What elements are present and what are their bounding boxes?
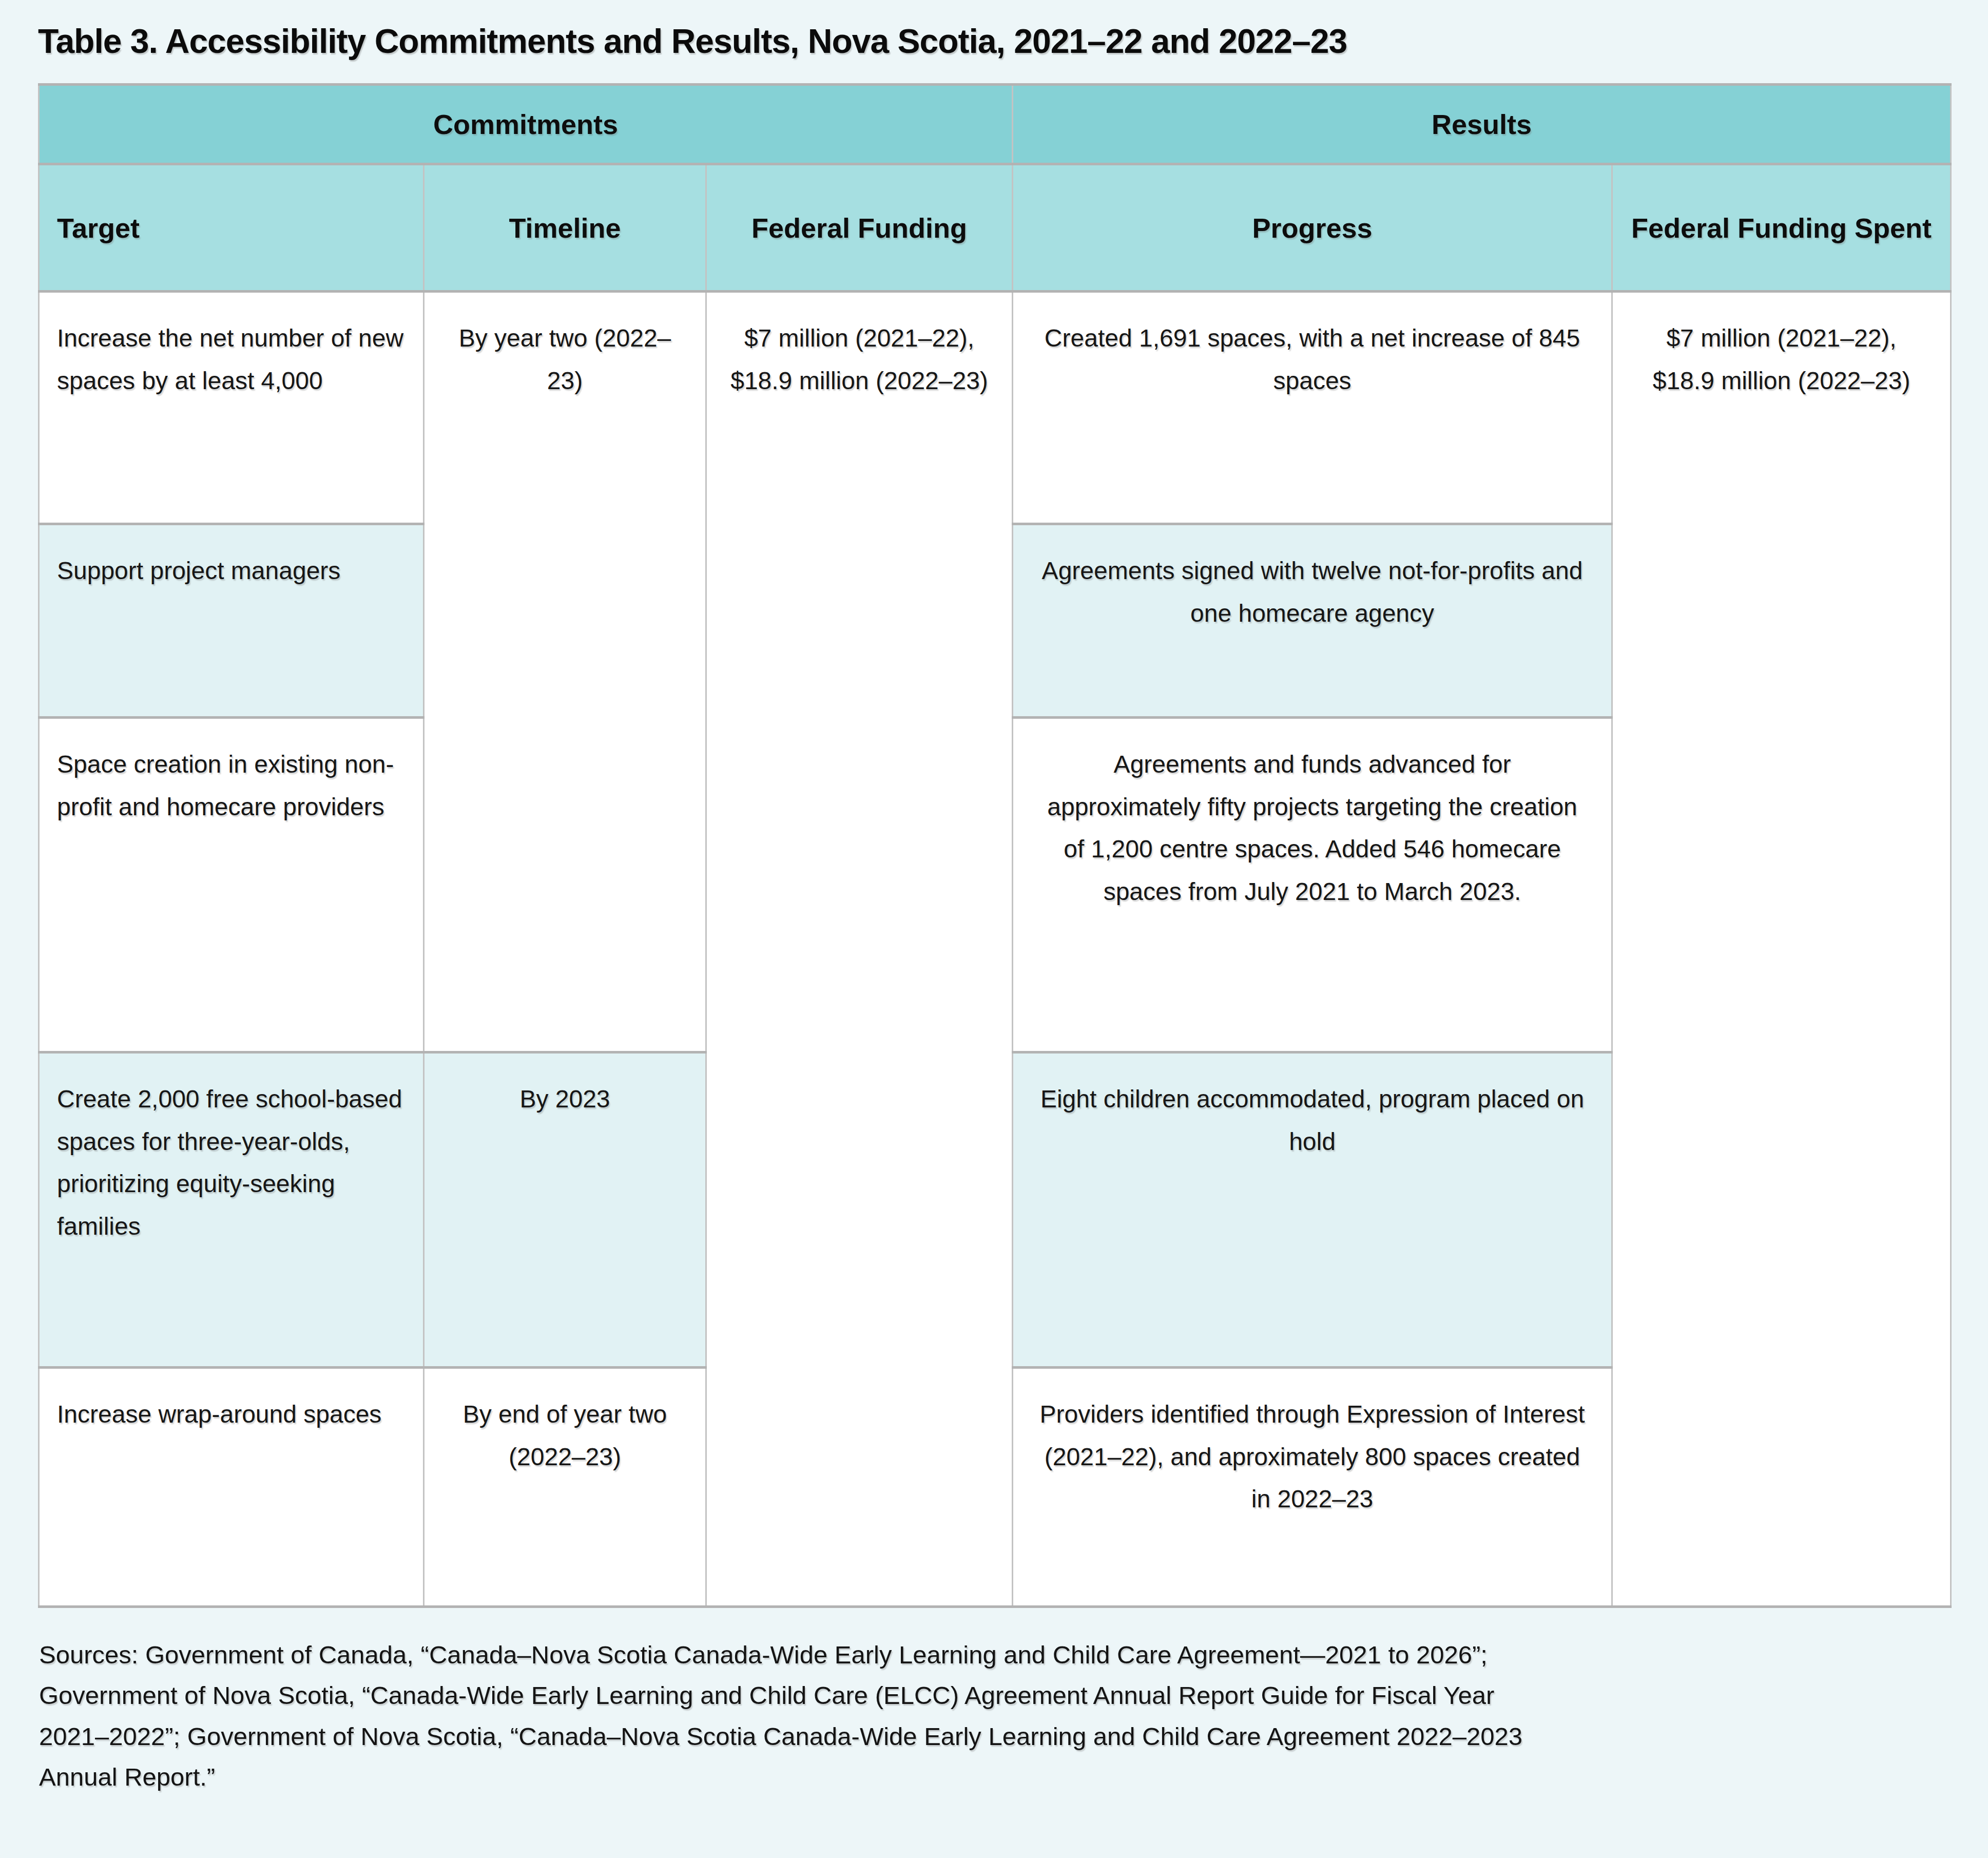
cell-target: Increase the net number of new spaces by… (39, 292, 424, 524)
cell-federal-funding: $7 million (2021–22), $18.9 million (202… (706, 292, 1013, 1607)
sources-note: Sources: Government of Canada, “Canada–N… (39, 1635, 1950, 1798)
table-title: Table 3. Accessibility Commitments and R… (38, 22, 1950, 61)
group-header-row: Commitments Results (39, 85, 1951, 164)
table-row: Increase the net number of new spaces by… (39, 292, 1951, 524)
sources-line: Government of Nova Scotia, “Canada-Wide … (39, 1675, 1950, 1716)
group-header-commitments: Commitments (39, 85, 1013, 164)
cell-target: Space creation in existing non-profit an… (39, 718, 424, 1052)
column-header-timeline: Timeline (424, 164, 706, 292)
sources-line: Annual Report.” (39, 1757, 1950, 1797)
sources-line: 2021–2022”; Government of Nova Scotia, “… (39, 1716, 1950, 1757)
cell-progress: Eight children accommodated, program pla… (1013, 1052, 1612, 1368)
accessibility-commitments-table: Commitments Results Target Timeline Fede… (38, 83, 1952, 1608)
cell-target: Support project managers (39, 524, 424, 718)
cell-target: Increase wrap-around spaces (39, 1368, 424, 1607)
cell-federal-funding-spent: $7 million (2021–22), $18.9 million (202… (1612, 292, 1951, 1607)
cell-timeline: By 2023 (424, 1052, 706, 1368)
column-header-federal-funding-spent: Federal Funding Spent (1612, 164, 1951, 292)
cell-progress: Providers identified through Expression … (1013, 1368, 1612, 1607)
cell-timeline: By year two (2022–23) (424, 292, 706, 1052)
cell-progress: Agreements and funds advanced for approx… (1013, 718, 1612, 1052)
group-header-results: Results (1013, 85, 1951, 164)
column-header-row: Target Timeline Federal Funding Progress… (39, 164, 1951, 292)
sources-line: Sources: Government of Canada, “Canada–N… (39, 1635, 1950, 1675)
cell-timeline: By end of year two (2022–23) (424, 1368, 706, 1607)
column-header-progress: Progress (1013, 164, 1612, 292)
column-header-target: Target (39, 164, 424, 292)
page: Table 3. Accessibility Commitments and R… (0, 0, 1988, 1858)
column-header-federal-funding: Federal Funding (706, 164, 1013, 292)
cell-progress: Created 1,691 spaces, with a net increas… (1013, 292, 1612, 524)
cell-progress: Agreements signed with twelve not-for-pr… (1013, 524, 1612, 718)
cell-target: Create 2,000 free school-based spaces fo… (39, 1052, 424, 1368)
